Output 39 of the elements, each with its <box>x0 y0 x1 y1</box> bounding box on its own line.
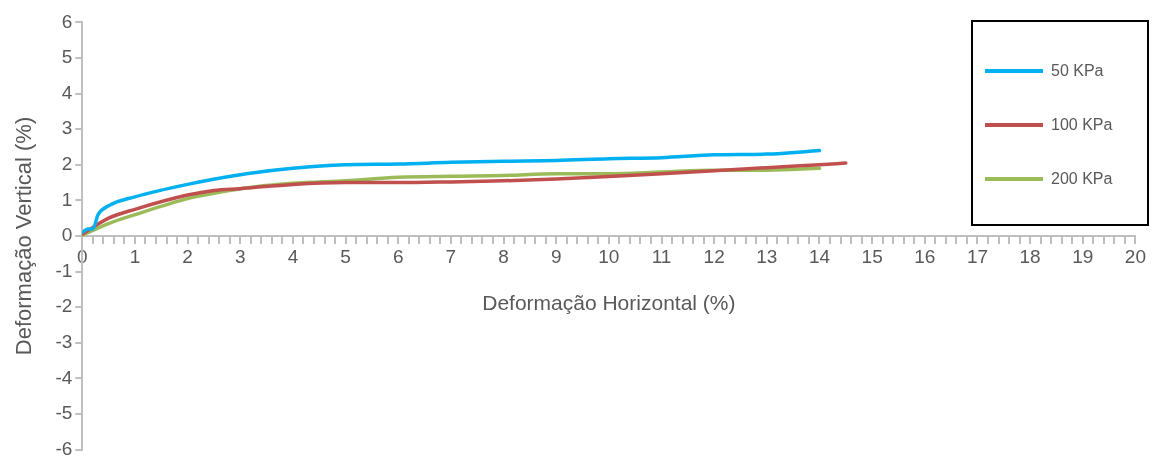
x-tick-label: 16 <box>914 245 936 267</box>
x-tick-label: 1 <box>129 245 141 267</box>
y-axis-title: Deformação Vertical (%) <box>11 116 37 356</box>
x-axis-title: Deformação Horizontal (%) <box>482 291 736 315</box>
y-tick-label: 0 <box>61 224 73 246</box>
legend-label: 50 KPa <box>1051 62 1104 80</box>
y-tick-label: 4 <box>61 81 73 103</box>
legend-label: 100 KPa <box>1051 116 1113 134</box>
y-tick-label: 5 <box>61 46 73 68</box>
x-tick-label: 7 <box>445 245 457 267</box>
legend-label: 200 KPa <box>1051 170 1113 188</box>
x-tick-label: 18 <box>1019 245 1041 267</box>
x-tick-label: 3 <box>234 245 246 267</box>
line-series <box>82 148 822 235</box>
x-tick-label: 17 <box>966 245 989 267</box>
y-tick-label: 6 <box>61 10 73 32</box>
x-tick-label: 6 <box>392 245 404 267</box>
x-tick-label: 9 <box>550 245 562 267</box>
y-tick-label: 1 <box>61 188 73 210</box>
x-tick-label: 12 <box>703 245 725 267</box>
y-tick-label: 3 <box>61 117 73 139</box>
x-tick-label: 14 <box>808 245 831 267</box>
x-tick-label: 20 <box>1124 245 1146 267</box>
x-tick-label: 19 <box>1072 245 1094 267</box>
y-tick-label: -1 <box>55 259 73 281</box>
x-tick-label: 11 <box>651 245 672 267</box>
x-tick-label: 2 <box>182 245 193 267</box>
x-tick-label: 8 <box>498 245 509 267</box>
y-tick-label: -3 <box>55 331 73 353</box>
x-tick-label: 13 <box>756 245 778 267</box>
x-tick-label: 5 <box>340 245 351 267</box>
y-tick-label: -6 <box>55 437 73 459</box>
x-tick-label: 4 <box>287 245 299 267</box>
y-tick-label: -2 <box>55 295 73 317</box>
y-tick-label: 2 <box>61 153 73 175</box>
x-tick-label: 15 <box>861 245 883 267</box>
x-tick-label: 10 <box>598 245 620 267</box>
y-tick-label: -4 <box>55 366 73 388</box>
y-tick-label: -5 <box>55 402 73 424</box>
